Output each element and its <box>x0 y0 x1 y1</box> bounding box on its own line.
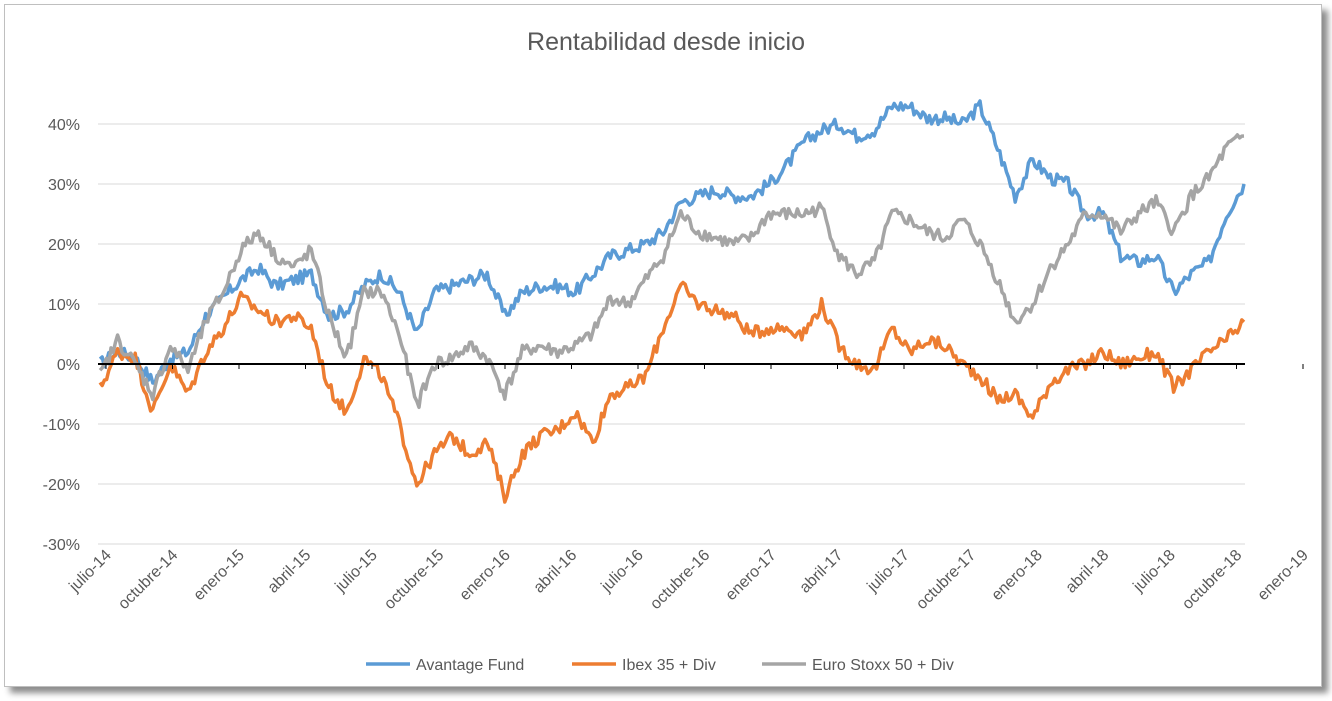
legend-label: Avantage Fund <box>416 657 524 674</box>
x-tick-label: abril-18 <box>1063 547 1113 597</box>
x-tick-label: abril-17 <box>797 547 847 597</box>
y-tick-label: -10% <box>43 417 80 434</box>
x-tick-label: octubre-16 <box>647 547 713 613</box>
x-tick-label: octubre-14 <box>115 547 181 613</box>
x-tick-label: julio-15 <box>332 547 381 596</box>
x-tick-label: abril-19 <box>1329 547 1332 597</box>
gridlines <box>98 123 1245 545</box>
x-tick-label: octubre-18 <box>1179 547 1245 613</box>
x-tick-label: enero-19 <box>1255 547 1312 604</box>
x-tick-label: julio-16 <box>598 547 647 596</box>
legend-label: Ibex 35 + Div <box>622 657 716 674</box>
y-axis-labels: 40% 30% 20% 10% 0% -10% -20% -30% <box>43 117 80 554</box>
x-tick-label: abril-16 <box>531 547 581 597</box>
legend-label: Euro Stoxx 50 + Div <box>812 657 954 674</box>
x-tick-label: julio-18 <box>1130 547 1179 596</box>
y-tick-label: -30% <box>43 537 80 554</box>
legend: Avantage Fund Ibex 35 + Div Euro Stoxx 50 … <box>366 657 954 674</box>
chart-frame <box>4 4 1322 687</box>
series-lines <box>98 99 1246 504</box>
x-tick-label: enero-18 <box>989 547 1046 604</box>
y-tick-label: 20% <box>48 237 80 254</box>
x-axis-labels: julio-14 octubre-14 enero-15 abril-15 julio-… <box>66 364 1332 613</box>
x-tick-label: octubre-15 <box>381 547 447 613</box>
chart-title: Rentabilidad desde inicio <box>527 28 805 56</box>
x-tick-label: julio-14 <box>66 547 115 596</box>
y-tick-label: 0% <box>57 357 80 374</box>
x-tick-label: enero-15 <box>191 547 248 604</box>
x-tick-label: abril-15 <box>265 547 315 597</box>
y-tick-label: -20% <box>43 477 80 494</box>
series-line-euro-stoxx-50-div <box>98 133 1245 410</box>
x-tick-label: enero-17 <box>723 547 780 604</box>
y-tick-label: 10% <box>48 297 80 314</box>
y-tick-label: 30% <box>48 177 80 194</box>
series-line-avantage-fund <box>98 99 1246 385</box>
x-tick-label: enero-16 <box>457 547 514 604</box>
y-tick-label: 40% <box>48 117 80 134</box>
series-line-ibex-35-div <box>98 280 1246 504</box>
x-tick-label: julio-17 <box>864 547 913 596</box>
x-tick-label: octubre-17 <box>913 547 979 613</box>
